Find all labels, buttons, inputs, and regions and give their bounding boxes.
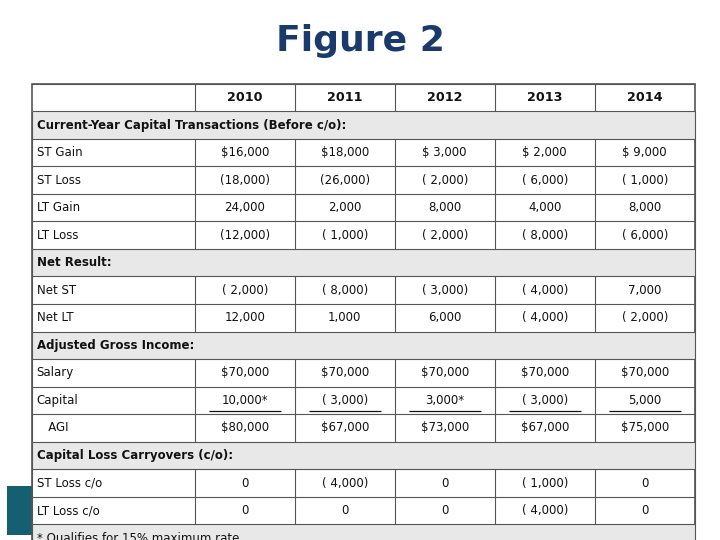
- Text: 10,000*: 10,000*: [221, 394, 268, 407]
- Text: $ 9,000: $ 9,000: [623, 146, 667, 159]
- Text: Net ST: Net ST: [37, 284, 76, 297]
- Text: (18,000): (18,000): [220, 173, 270, 187]
- Text: www.nsacct.org: www.nsacct.org: [610, 505, 698, 515]
- Text: Salary: Salary: [37, 366, 74, 380]
- Text: 8,000: 8,000: [428, 201, 462, 214]
- Text: LT Loss: LT Loss: [37, 228, 78, 242]
- Text: ( 2,000): ( 2,000): [421, 228, 468, 242]
- Text: 2,000: 2,000: [328, 201, 361, 214]
- Text: 0: 0: [241, 476, 248, 490]
- Text: Capital Loss Carryovers (c/o):: Capital Loss Carryovers (c/o):: [37, 449, 233, 462]
- Text: 1,000: 1,000: [328, 311, 361, 325]
- Text: 0: 0: [441, 504, 449, 517]
- Text: ( 1,000): ( 1,000): [521, 476, 568, 490]
- Bar: [32, 84, 695, 540]
- Text: $ 2,000: $ 2,000: [523, 146, 567, 159]
- Bar: [32, 442, 695, 469]
- Text: Adjusted Gross Income:: Adjusted Gross Income:: [37, 339, 194, 352]
- Text: $18,000: $18,000: [320, 146, 369, 159]
- Text: ( 2,000): ( 2,000): [421, 173, 468, 187]
- Text: AGI: AGI: [37, 421, 68, 435]
- Text: 2011: 2011: [327, 91, 362, 104]
- Text: 0: 0: [641, 476, 649, 490]
- Text: (12,000): (12,000): [220, 228, 270, 242]
- Text: 2010: 2010: [227, 91, 263, 104]
- Text: $70,000: $70,000: [320, 366, 369, 380]
- Text: ( 1,000): ( 1,000): [621, 173, 668, 187]
- Bar: [32, 249, 695, 276]
- Text: ( 3,000): ( 3,000): [522, 394, 568, 407]
- Text: ST Loss c/o: ST Loss c/o: [37, 476, 102, 490]
- Text: ConnectED WEBINARS: ConnectED WEBINARS: [265, 502, 455, 517]
- Text: ( 2,000): ( 2,000): [222, 284, 268, 297]
- Text: Current-Year Capital Transactions (Before c/o):: Current-Year Capital Transactions (Befor…: [37, 118, 346, 132]
- Text: ST Loss: ST Loss: [37, 173, 81, 187]
- Text: $73,000: $73,000: [420, 421, 469, 435]
- Text: ( 4,000): ( 4,000): [521, 504, 568, 517]
- Text: ( 1,000): ( 1,000): [322, 228, 368, 242]
- Text: Figure 2: Figure 2: [276, 24, 444, 57]
- Text: $75,000: $75,000: [621, 421, 669, 435]
- Text: ( 8,000): ( 8,000): [322, 284, 368, 297]
- Text: ( 3,000): ( 3,000): [322, 394, 368, 407]
- Text: LT Loss c/o: LT Loss c/o: [37, 504, 99, 517]
- Text: 0: 0: [441, 476, 449, 490]
- Bar: [32, 332, 695, 359]
- Text: * Qualifies for 15% maximum rate: * Qualifies for 15% maximum rate: [37, 531, 239, 540]
- Text: Net Result:: Net Result:: [37, 256, 112, 269]
- Text: NSA:::: NSA:::: [34, 503, 74, 513]
- Text: ( 6,000): ( 6,000): [521, 173, 568, 187]
- Text: 12,000: 12,000: [224, 311, 265, 325]
- Text: 0: 0: [241, 504, 248, 517]
- Text: 2013: 2013: [527, 91, 562, 104]
- Text: 24,000: 24,000: [224, 201, 265, 214]
- Text: $80,000: $80,000: [220, 421, 269, 435]
- Text: ST Gain: ST Gain: [37, 146, 82, 159]
- Text: $16,000: $16,000: [220, 146, 269, 159]
- Bar: [7, 487, 101, 535]
- Text: 4,000: 4,000: [528, 201, 562, 214]
- Text: 2014: 2014: [627, 91, 662, 104]
- Text: ( 6,000): ( 6,000): [621, 228, 668, 242]
- Text: ( 2,000): ( 2,000): [621, 311, 668, 325]
- Text: $67,000: $67,000: [521, 421, 569, 435]
- Text: ( 8,000): ( 8,000): [522, 228, 568, 242]
- Bar: [32, 524, 695, 540]
- Text: ( 4,000): ( 4,000): [322, 476, 368, 490]
- Text: $67,000: $67,000: [320, 421, 369, 435]
- Text: LT Gain: LT Gain: [37, 201, 80, 214]
- Text: 5,000: 5,000: [628, 394, 662, 407]
- Text: 7,000: 7,000: [628, 284, 662, 297]
- Text: ( 4,000): ( 4,000): [521, 284, 568, 297]
- Text: $70,000: $70,000: [220, 366, 269, 380]
- Text: ( 3,000): ( 3,000): [422, 284, 468, 297]
- Text: (26,000): (26,000): [320, 173, 370, 187]
- Text: Capital: Capital: [37, 394, 78, 407]
- Text: $70,000: $70,000: [420, 366, 469, 380]
- Bar: [32, 111, 695, 139]
- Text: 0: 0: [341, 504, 348, 517]
- Text: Net LT: Net LT: [37, 311, 73, 325]
- Text: $70,000: $70,000: [521, 366, 569, 380]
- Text: ( 4,000): ( 4,000): [521, 311, 568, 325]
- Text: 3,000*: 3,000*: [426, 394, 464, 407]
- Text: 6,000: 6,000: [428, 311, 462, 325]
- Text: 2012: 2012: [427, 91, 462, 104]
- Text: 8,000: 8,000: [628, 201, 662, 214]
- Text: $ 3,000: $ 3,000: [423, 146, 467, 159]
- Text: 0: 0: [641, 504, 649, 517]
- Text: $70,000: $70,000: [621, 366, 669, 380]
